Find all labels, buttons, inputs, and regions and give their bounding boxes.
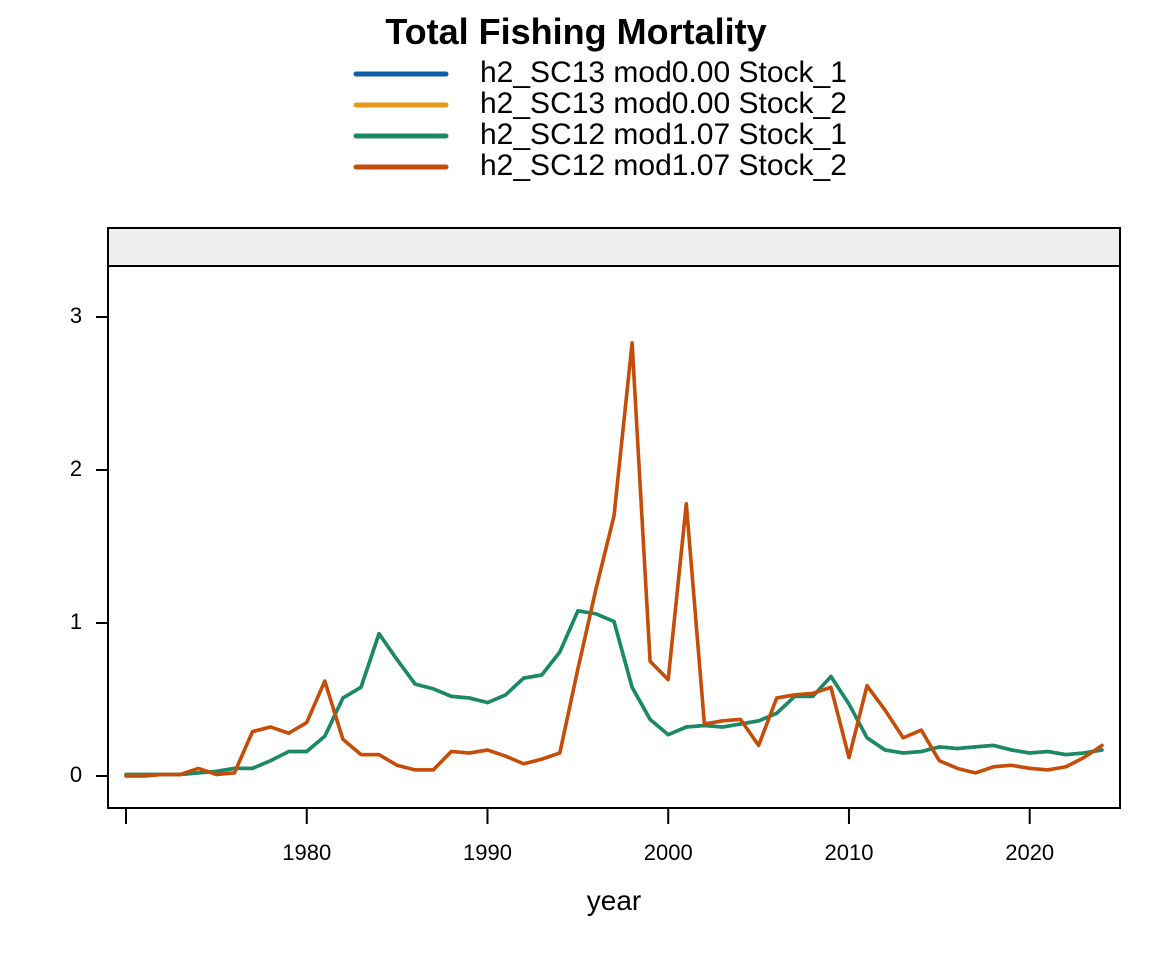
series-line-2 (124, 341, 1104, 778)
series-group (124, 341, 1104, 778)
plot-frame (107, 265, 1121, 809)
y-tick-label: 2 (70, 456, 82, 481)
x-tick-label: 2000 (644, 840, 693, 865)
legend: h2_SC13 mod0.00 Stock_1h2_SC13 mod0.00 S… (353, 56, 847, 182)
x-tick-label: 1980 (282, 840, 331, 865)
x-axis-label: year (587, 885, 641, 916)
y-tick-label: 1 (70, 609, 82, 634)
x-tick-label: 2020 (1005, 840, 1054, 865)
x-tick-label: 1990 (463, 840, 512, 865)
legend-label-2: h2_SC13 mod0.00 Stock_2 (480, 87, 847, 120)
series-line-3 (124, 609, 1104, 777)
x-tick-label: 2010 (824, 840, 873, 865)
legend-label-1: h2_SC13 mod0.00 Stock_1 (480, 56, 847, 89)
y-tick-label: 3 (70, 303, 82, 328)
panel-strip (107, 227, 1121, 267)
x-axis: 1980 1990 2000 2010 2020 (125, 807, 1054, 865)
legend-label-3: h2_SC12 mod1.07 Stock_1 (480, 118, 847, 151)
legend-label-4: h2_SC12 mod1.07 Stock_2 (480, 149, 847, 182)
y-axis: 0 1 2 3 (70, 303, 108, 787)
series-line-4 (124, 341, 1104, 778)
chart-title: Total Fishing Mortality (385, 11, 766, 52)
y-tick-label: 0 (70, 762, 82, 787)
